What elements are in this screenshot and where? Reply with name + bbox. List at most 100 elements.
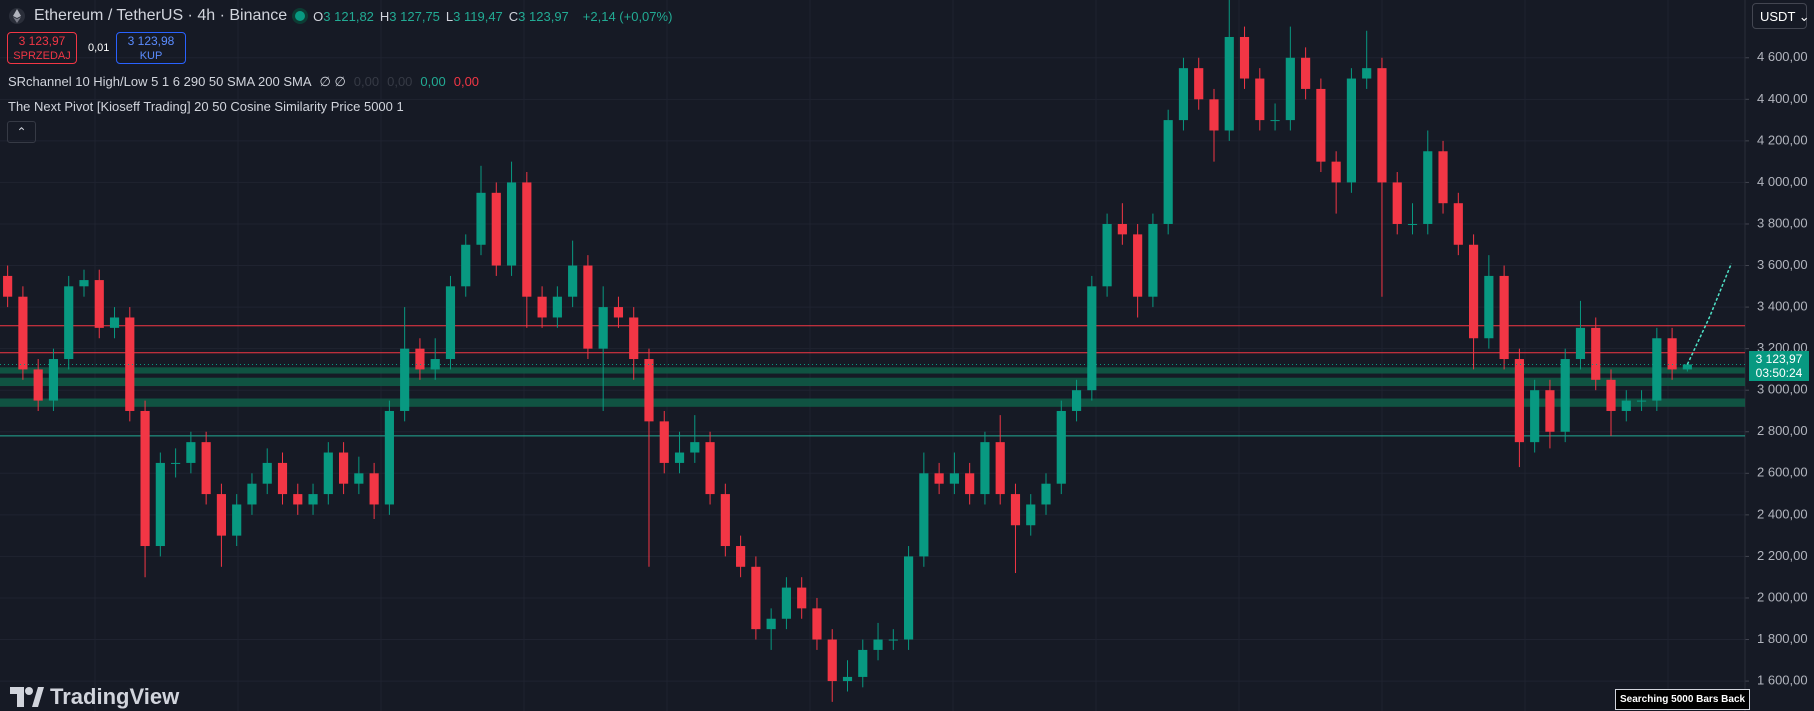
candle-body (1102, 223, 1112, 287)
sell-price: 3 123,97 (18, 34, 66, 48)
candle-body (125, 317, 135, 411)
candle-body (247, 483, 257, 505)
candle-body (797, 587, 807, 609)
candle-body (1301, 57, 1311, 89)
market-status (295, 11, 306, 21)
symbol-header: Ethereum / TetherUS · 4h · Binance O3 12… (8, 4, 672, 28)
candle-body (1255, 78, 1265, 121)
candle-body (1636, 400, 1647, 402)
currency-select[interactable]: USDT ⌄ (1752, 3, 1810, 29)
candle-body (1438, 151, 1448, 204)
candle-body (1667, 338, 1677, 370)
candle-body (415, 348, 425, 370)
candle-body (506, 182, 517, 266)
indicator-value: 0,00 (387, 74, 413, 89)
candle-body (1682, 364, 1692, 370)
candle-body (1362, 68, 1372, 79)
y-tick-label: 1 800,00 (1757, 631, 1808, 646)
sr-band (0, 377, 1745, 387)
candle-body (1148, 223, 1158, 297)
buy-button[interactable]: 3 123,98 KUP (116, 32, 186, 64)
candle-body (736, 546, 746, 567)
y-tick-label: 2 600,00 (1757, 465, 1808, 480)
symbol-icon (9, 8, 25, 24)
candle-body (690, 442, 700, 453)
candle-body (323, 452, 333, 495)
candle-body (1071, 390, 1082, 411)
spread: 0,01 (88, 42, 110, 54)
candle-body (1484, 275, 1494, 339)
candle-body (155, 462, 165, 547)
candle-body (1377, 68, 1387, 183)
candle-body (1423, 151, 1433, 224)
candle-body (491, 192, 501, 266)
candle-body (522, 182, 532, 297)
y-tick-label: 2 400,00 (1757, 506, 1808, 521)
sr-band (0, 367, 1745, 374)
y-tick-label: 4 600,00 (1757, 49, 1808, 64)
candle-body (1331, 161, 1341, 183)
candle-body (1575, 327, 1586, 360)
candle-body (1316, 88, 1326, 162)
candle-body (598, 307, 608, 349)
candle-body (1499, 275, 1509, 360)
y-tick-label: 2 800,00 (1757, 423, 1808, 438)
candle-body (109, 317, 120, 328)
candle-body (827, 639, 837, 682)
ohlc-value: 3 127,75 (389, 8, 440, 24)
y-tick-label: 3 800,00 (1757, 215, 1808, 230)
y-tick-label: 2 000,00 (1757, 589, 1808, 604)
candle-body (1026, 504, 1036, 526)
indicator-value: 0,00 (453, 74, 480, 89)
countdown: 03:50:24 (1755, 366, 1803, 381)
y-tick-label: 3 000,00 (1757, 382, 1808, 397)
candle-body (79, 280, 89, 287)
candle-body (1453, 203, 1463, 245)
candle-body (934, 473, 944, 484)
candle-body (1178, 68, 1189, 121)
candle-body (1514, 359, 1524, 443)
ohlc-values: O3 121,82 H3 127,75 L3 119,47 C3 123,97 (313, 9, 575, 24)
candle-body (674, 452, 685, 463)
candle-body (339, 452, 349, 484)
candle-body (720, 494, 730, 547)
brand-logo[interactable]: TradingView (10, 684, 179, 710)
y-tick-label: 3 400,00 (1757, 299, 1808, 314)
sell-button[interactable]: 3 123,97 SPRZEDAJ (7, 32, 77, 64)
candle-body (613, 307, 624, 318)
candle-body (904, 556, 914, 640)
candle-body (277, 462, 288, 495)
candle-body (1194, 68, 1204, 100)
indicator-value: ∅ ∅ (319, 74, 346, 89)
buy-label: KUP (139, 50, 163, 62)
candle-body (1224, 36, 1234, 131)
collapse-button[interactable]: ⌃ (7, 121, 36, 143)
candle-body (873, 639, 883, 650)
y-tick-label: 3 600,00 (1757, 257, 1808, 272)
candle-body (1163, 120, 1173, 224)
candle-body (48, 359, 59, 401)
ohlc-label: O (313, 8, 324, 24)
candle-body (1041, 483, 1051, 505)
candle-body (644, 359, 654, 422)
candle-body (965, 473, 975, 495)
candle-body (232, 504, 242, 536)
candle-body (1209, 99, 1219, 131)
candle-body (552, 296, 562, 318)
indicator-value: 0,00 (353, 74, 380, 89)
candle-body (583, 265, 593, 349)
candle-body (430, 359, 440, 370)
indicator-legend[interactable]: SRchannel 10 High/Low 5 1 6 290 50 SMA 2… (8, 74, 479, 90)
symbol-name[interactable]: Ethereum / TetherUS · 4h · Binance (34, 7, 288, 24)
y-tick-label: 3 200,00 (1757, 340, 1808, 355)
candle-body (1056, 410, 1066, 484)
candle-body (18, 296, 28, 370)
candle-body (1530, 390, 1540, 443)
indicator-label: The Next Pivot [Kioseff Trading] 20 50 C… (8, 99, 404, 114)
indicator-legend[interactable]: The Next Pivot [Kioseff Trading] 20 50 C… (8, 99, 404, 114)
candle-body (1392, 182, 1402, 224)
ohlc-value: 3 119,47 (453, 8, 503, 24)
candle-body (1117, 223, 1127, 235)
candle-body (995, 442, 1005, 495)
